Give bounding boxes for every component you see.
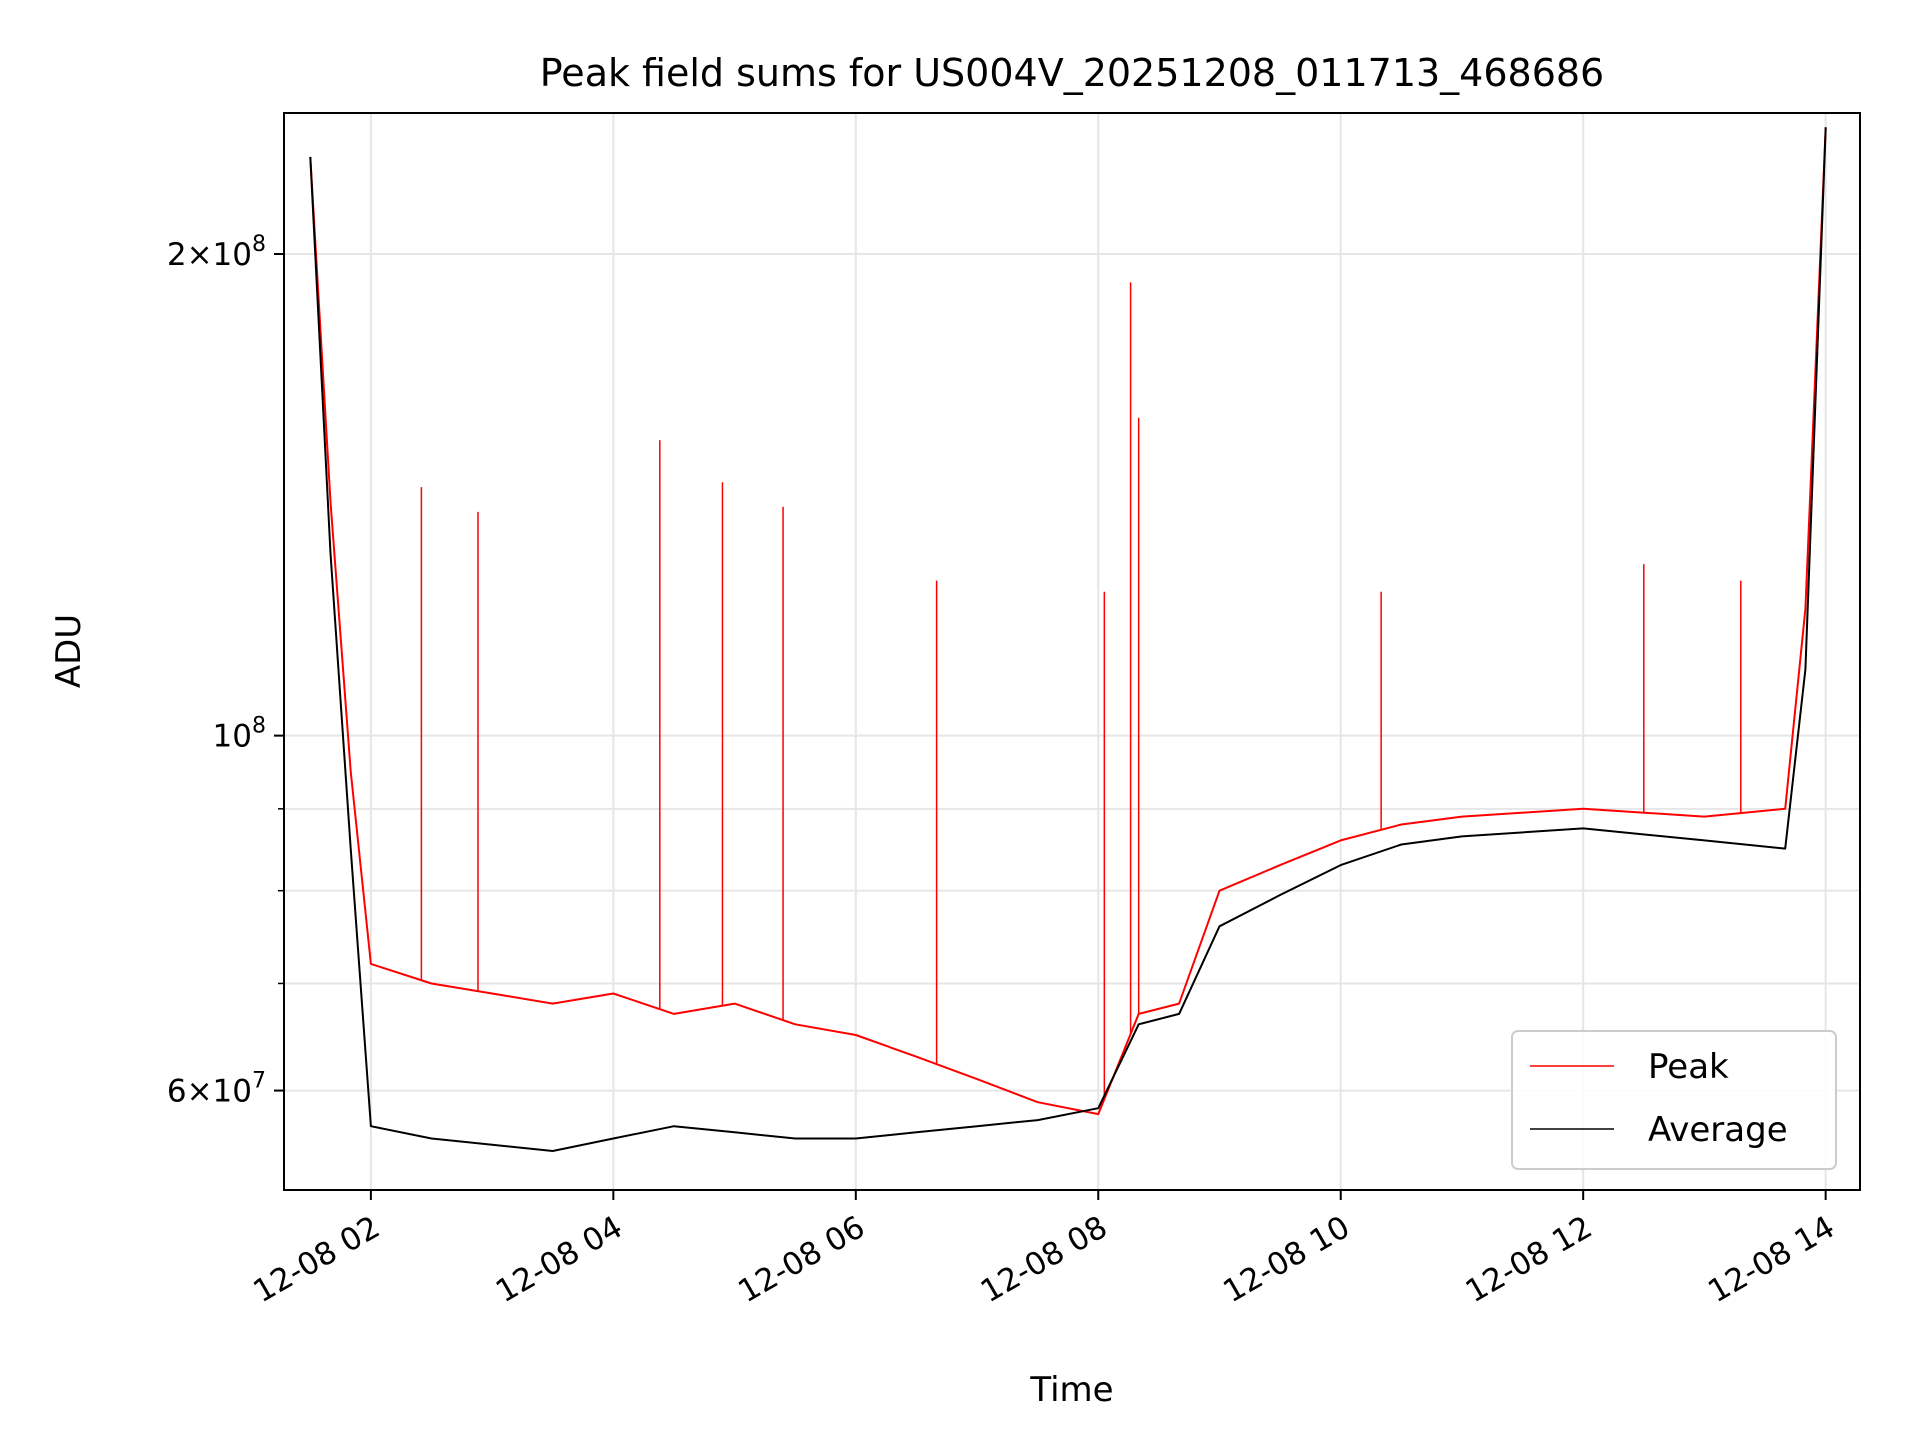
y-tick-label: 2×108 xyxy=(167,232,266,273)
legend: Peak Average xyxy=(1511,1030,1837,1170)
legend-label-average: Average xyxy=(1648,1110,1788,1150)
y-axis-label: ADU xyxy=(49,614,89,688)
y-axis: 6×107 108 2×108 xyxy=(167,232,284,1110)
y-tick-label: 108 xyxy=(213,714,266,755)
series-line-average xyxy=(309,127,1827,1152)
y-tick-label: 6×107 xyxy=(167,1069,266,1110)
plot-frame xyxy=(283,112,1861,1191)
legend-label-peak: Peak xyxy=(1648,1047,1729,1087)
series-line-peak xyxy=(309,127,1827,1116)
chart-title: Peak field sums for US004V_20251208_0117… xyxy=(540,51,1604,95)
x-axis-label: Time xyxy=(1029,1370,1113,1410)
plot-lines xyxy=(309,127,1827,1152)
